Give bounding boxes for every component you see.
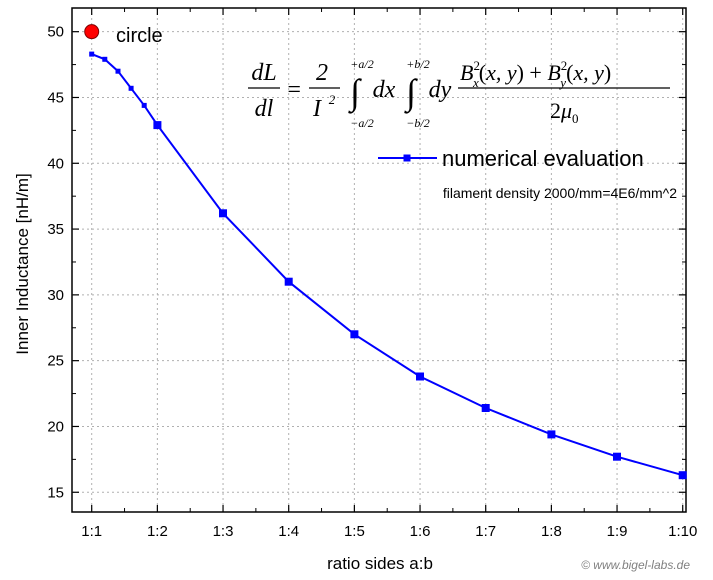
data-point-marker	[141, 102, 147, 108]
x-tick-label: 1:9	[607, 523, 628, 540]
x-tick-label: 1:3	[213, 523, 234, 540]
plot-frame	[71, 7, 687, 513]
series-line-numerical-evaluation	[91, 53, 683, 477]
x-axis-title: ratio sides a:b	[327, 554, 433, 573]
svg-text:−b/2: −b/2	[406, 116, 429, 130]
y-tick-label: 20	[47, 418, 64, 435]
svg-text:2: 2	[316, 60, 328, 86]
y-ticks: 15 20 25 30 35 40 45 50	[47, 24, 686, 501]
series-markers	[89, 51, 687, 480]
data-point-marker	[284, 277, 293, 286]
data-point-marker	[481, 404, 490, 412]
svg-text:∫: ∫	[404, 72, 418, 114]
copyright-text: © www.bigel-labs.de	[581, 558, 690, 572]
svg-text:dx: dx	[373, 77, 396, 103]
svg-text:−a/2: −a/2	[350, 116, 373, 130]
svg-text:∫: ∫	[348, 72, 362, 114]
inductance-formula: dL dl = 2 I 2 +a/2 ∫ −a/2 dx +b/2 ∫ −b/2…	[248, 57, 670, 130]
legend-label: numerical evaluation	[442, 146, 644, 171]
legend-marker-icon	[403, 154, 411, 162]
svg-text:+a/2: +a/2	[350, 57, 373, 71]
x-tick-label: 1:4	[278, 523, 299, 540]
x-tick-label: 1:7	[475, 523, 496, 540]
circle-label: circle	[116, 25, 163, 47]
data-point-marker	[153, 121, 162, 130]
circle-point	[84, 24, 100, 40]
data-point-marker	[416, 372, 424, 381]
data-point-marker	[613, 452, 621, 461]
y-tick-label: 40	[47, 155, 64, 172]
y-gridlines	[72, 31, 686, 493]
data-point-marker	[102, 56, 108, 62]
x-tick-label: 1:5	[344, 523, 365, 540]
svg-text:I: I	[312, 96, 322, 122]
data-point-marker	[89, 51, 95, 57]
svg-text:+b/2: +b/2	[406, 57, 429, 71]
data-point-marker	[219, 209, 227, 218]
y-tick-label: 15	[47, 484, 64, 501]
svg-text:2: 2	[329, 92, 336, 107]
x-tick-label: 1:10	[668, 523, 697, 540]
x-tick-label: 1:8	[541, 523, 562, 540]
svg-text:dy: dy	[429, 77, 452, 103]
svg-text:dl: dl	[255, 96, 274, 122]
y-tick-label: 50	[47, 24, 64, 41]
data-point-marker	[128, 85, 134, 91]
svg-text:dL: dL	[251, 60, 276, 86]
data-point-marker	[350, 330, 359, 339]
filament-density-note: filament density 2000/mm=4E6/mm^2	[443, 185, 677, 201]
x-tick-label: 1:1	[81, 523, 102, 540]
y-tick-label: 45	[47, 89, 64, 106]
x-tick-label: 1:6	[410, 523, 431, 540]
y-tick-label: 25	[47, 353, 64, 370]
svg-text:B2x(x, y) + B2y(x, y): B2 x(x, y) + B2 y(x, y)	[460, 58, 611, 90]
y-tick-label: 30	[47, 287, 64, 304]
x-tick-label: 1:2	[147, 523, 168, 540]
x-gridlines	[91, 8, 684, 512]
data-point-marker	[678, 471, 687, 480]
svg-text:2μ0: 2μ0	[550, 98, 579, 126]
svg-text:=: =	[286, 77, 302, 103]
data-point-marker	[115, 68, 121, 74]
x-ticks: 1:1 1:2 1:3 1:4 1:5 1:6 1:7 1:8 1:9 1:10	[81, 8, 697, 540]
y-axis-title: Inner Inductance [nH/m]	[13, 173, 32, 354]
y-tick-label: 35	[47, 221, 64, 238]
data-point-marker	[547, 430, 556, 439]
legend: numerical evaluation	[378, 146, 644, 171]
